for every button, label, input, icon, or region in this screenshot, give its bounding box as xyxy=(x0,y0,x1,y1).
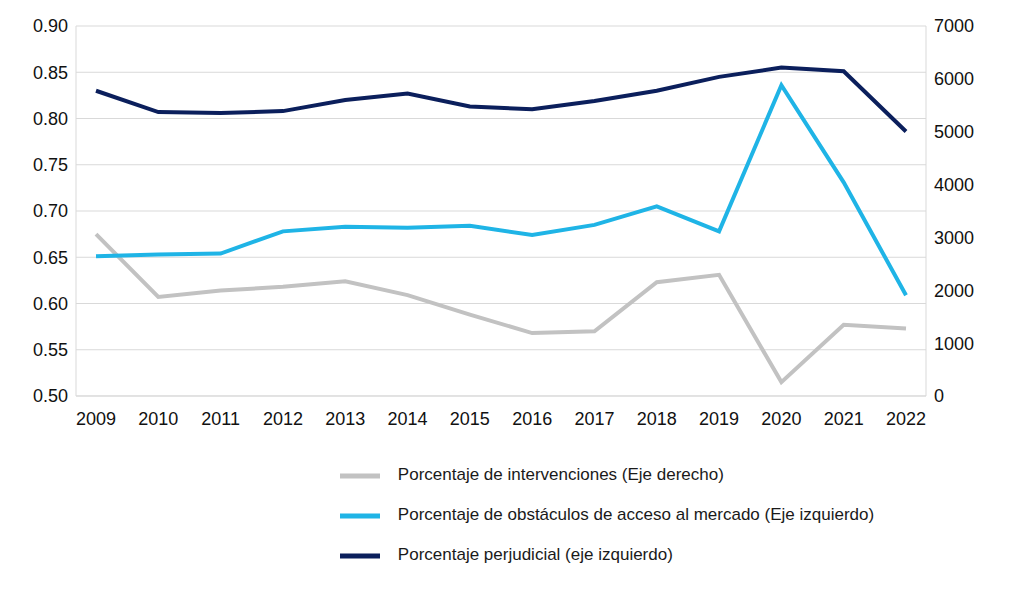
svg-text:0.80: 0.80 xyxy=(33,109,68,129)
svg-text:2021: 2021 xyxy=(824,409,864,429)
svg-text:3000: 3000 xyxy=(934,228,974,248)
svg-text:2015: 2015 xyxy=(450,409,490,429)
svg-text:2009: 2009 xyxy=(76,409,116,429)
svg-text:0.65: 0.65 xyxy=(33,248,68,268)
svg-text:2000: 2000 xyxy=(934,281,974,301)
svg-text:2017: 2017 xyxy=(574,409,614,429)
svg-text:5000: 5000 xyxy=(934,122,974,142)
svg-text:0.85: 0.85 xyxy=(33,63,68,83)
html-text:Porcentaje de obstáculos de ac: Porcentaje de obstáculos de acceso al me… xyxy=(397,505,875,525)
svg-text:0.55: 0.55 xyxy=(33,340,68,360)
svg-text:2020: 2020 xyxy=(761,409,801,429)
svg-text:2010: 2010 xyxy=(138,409,178,429)
svg-text:2012: 2012 xyxy=(263,409,303,429)
svg-text:6000: 6000 xyxy=(934,69,974,89)
svg-text:2011: 2011 xyxy=(201,409,240,429)
svg-text:0.60: 0.60 xyxy=(33,294,68,314)
svg-text:0.90: 0.90 xyxy=(33,16,68,36)
svg-text:2019: 2019 xyxy=(699,409,739,429)
html-text:Porcentaje perjudicial (eje iz: Porcentaje perjudicial (eje izquierdo) xyxy=(397,545,673,565)
html-text:Porcentaje de intervenciones (: Porcentaje de intervenciones (Eje derech… xyxy=(397,465,724,485)
svg-text:2022: 2022 xyxy=(886,409,926,429)
svg-text:2013: 2013 xyxy=(325,409,365,429)
svg-text:0.70: 0.70 xyxy=(33,201,68,221)
svg-text:0.75: 0.75 xyxy=(33,155,68,175)
svg-text:1000: 1000 xyxy=(934,334,974,354)
svg-text:7000: 7000 xyxy=(934,16,974,36)
svg-text:0: 0 xyxy=(934,386,944,406)
svg-text:0.50: 0.50 xyxy=(33,386,68,406)
svg-text:4000: 4000 xyxy=(934,175,974,195)
svg-text:2016: 2016 xyxy=(512,409,552,429)
svg-text:2018: 2018 xyxy=(637,409,677,429)
svg-text:2014: 2014 xyxy=(388,409,428,429)
